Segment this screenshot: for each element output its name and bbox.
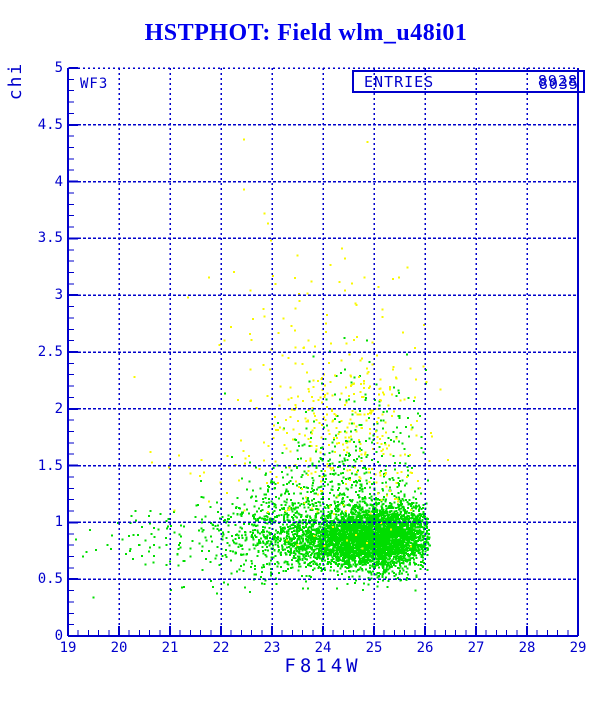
x-tick-label: 25 xyxy=(365,640,383,656)
page-title: HSTPHOT: Field wlm_u48i01 xyxy=(144,20,468,46)
entries-label: ENTRIES xyxy=(364,73,435,91)
entries-value-secondary: 8035 xyxy=(538,75,579,93)
x-tick-label: 29 xyxy=(569,640,587,656)
y-tick-label: 1 xyxy=(54,514,63,531)
x-axis-title: F814W xyxy=(284,655,362,677)
x-tick-label: 28 xyxy=(518,640,536,656)
y-tick-label: 5 xyxy=(54,60,63,76)
x-tick-label: 21 xyxy=(161,640,179,656)
x-tick-label: 19 xyxy=(59,640,77,656)
y-tick-label: 0 xyxy=(54,628,63,644)
y-tick-label: 4.5 xyxy=(37,116,63,133)
y-tick-label: 3 xyxy=(54,287,63,304)
x-tick-label: 26 xyxy=(416,640,434,656)
x-tick-label: 24 xyxy=(314,640,332,656)
y-tick-label: 4 xyxy=(54,173,63,190)
plot-frame xyxy=(67,67,579,637)
entries-value-primary: 8928 xyxy=(537,72,578,90)
y-tick-label: 2 xyxy=(54,400,63,417)
y-tick-label: 1.5 xyxy=(37,457,63,474)
entries-box: ENTRIES 8928 8035 xyxy=(352,70,585,93)
y-tick-label: 0.5 xyxy=(37,571,63,588)
x-tick-label: 23 xyxy=(263,640,281,656)
axis-ticks xyxy=(67,67,579,637)
x-tick-label: 22 xyxy=(212,640,230,656)
y-tick-label: 2.5 xyxy=(37,344,63,360)
gridlines xyxy=(68,68,578,636)
y-tick-label: 3.5 xyxy=(37,230,63,247)
detector-label: WF3 xyxy=(80,76,109,92)
x-tick-label: 27 xyxy=(467,640,485,656)
x-tick-label: 20 xyxy=(110,640,128,656)
scatter-points xyxy=(75,138,449,599)
